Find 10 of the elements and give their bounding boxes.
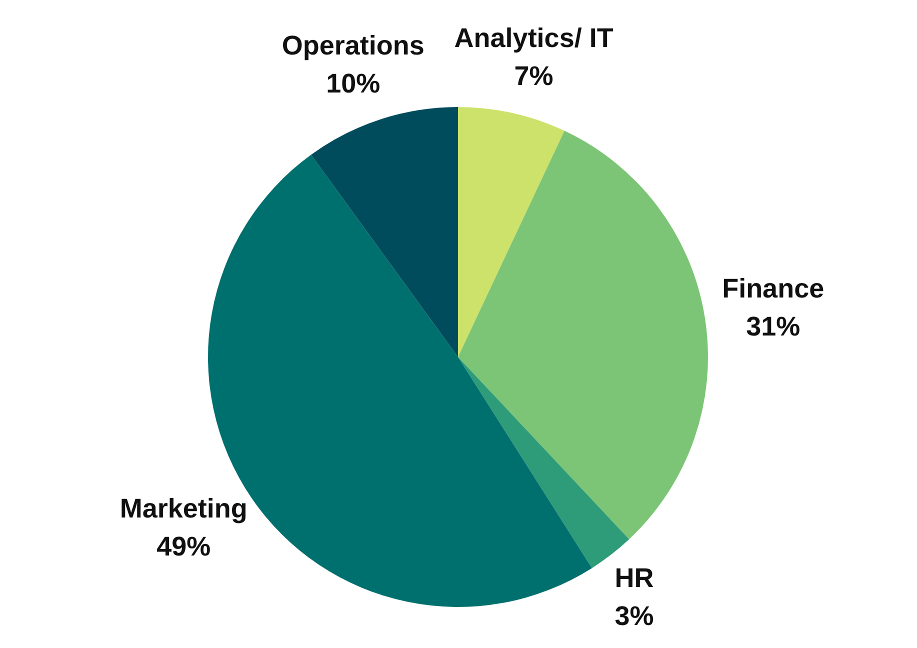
data-label: 3% bbox=[614, 601, 654, 632]
slice-label: Operations bbox=[282, 30, 424, 60]
data-label: 7% bbox=[514, 60, 554, 91]
data-label: 49% bbox=[156, 531, 211, 562]
data-label: 31% bbox=[746, 312, 800, 342]
slice-label: Marketing bbox=[120, 493, 248, 524]
slice-label: Analytics/ IT bbox=[454, 22, 614, 53]
data-label: 10% bbox=[326, 68, 380, 98]
slice-label: Finance bbox=[722, 274, 824, 304]
slice-label: HR bbox=[614, 563, 654, 594]
